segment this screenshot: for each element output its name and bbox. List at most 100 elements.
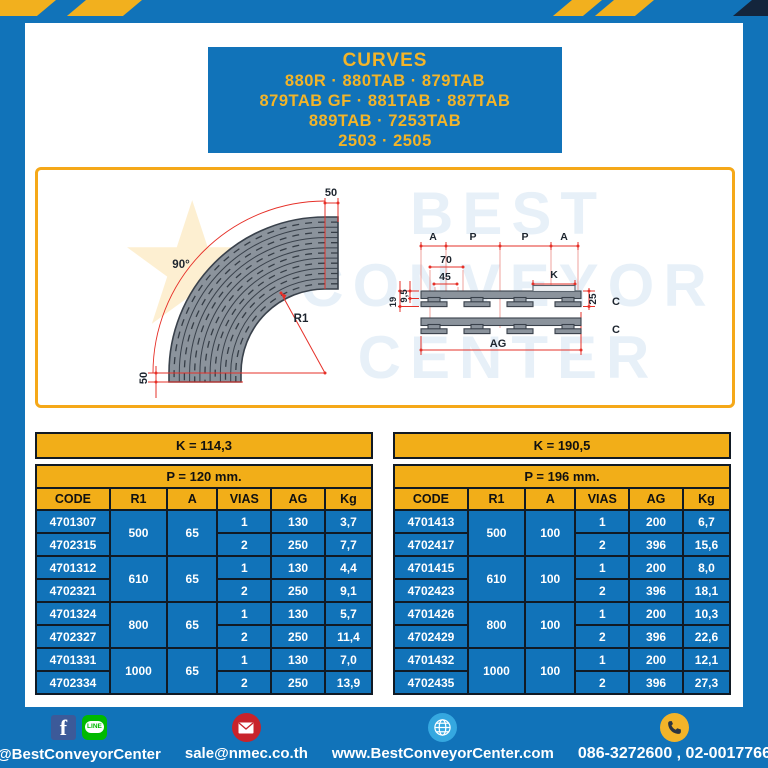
kg-cell: 22,6 (681, 624, 732, 649)
code-cell: 4701307 (35, 509, 111, 534)
hazard-stripe (594, 0, 654, 16)
technical-drawing: 50 50 90° R1 (138, 187, 620, 398)
ag-cell: 250 (270, 578, 326, 603)
vias-cell: 1 (216, 555, 273, 580)
dim-marker (323, 201, 327, 205)
lane-line (230, 278, 338, 382)
dim-label-70: 70 (440, 254, 452, 266)
tab-foot (506, 328, 534, 335)
code-cell: 4701312 (35, 555, 111, 580)
ag-cell: 396 (628, 532, 684, 557)
col-r1: R1 (108, 487, 169, 511)
lane-dash-line (214, 262, 338, 382)
code-cell: 4702417 (393, 532, 469, 557)
vias-cell: 2 (574, 578, 631, 603)
a-cell: 100 (524, 555, 577, 603)
globe-icon[interactable] (428, 713, 458, 742)
ag-cell: 130 (270, 647, 326, 672)
phone-numbers[interactable]: 086-3272600 , 02-0017766 (577, 744, 768, 762)
table-row: 4701426 800 100 1 200 10,3 (393, 601, 732, 649)
k-header: K = 190,5 (393, 432, 731, 459)
mail-icon[interactable] (231, 713, 261, 742)
code-cell: 4702327 (35, 624, 111, 649)
ag-cell: 250 (270, 532, 326, 557)
code-cell: 4701324 (35, 601, 111, 626)
code-cell: 4702423 (393, 578, 469, 603)
website-section[interactable]: www.BestConveyorCenter.com (332, 713, 554, 762)
vias-cell: 2 (574, 624, 631, 649)
watermark-line: BEST (409, 180, 607, 247)
watermark-text: BEST CONVEYOR CENTER (278, 178, 732, 394)
a-cell: 65 (166, 509, 219, 557)
email-section[interactable]: sale@nmec.co.th (185, 713, 308, 762)
vias-cell: 1 (216, 601, 273, 626)
kg-cell: 9,1 (323, 578, 374, 603)
col-r1: R1 (466, 487, 527, 511)
spec-table-k114: K = 114,3 P = 120 mm. CODE R1 A VIAS AG … (35, 432, 374, 695)
watermark-line: CONVEYOR (300, 252, 716, 319)
r1-cell: 500 (108, 509, 169, 557)
kg-cell: 11,4 (323, 624, 374, 649)
ag-cell: 396 (628, 624, 684, 649)
lane-line (199, 247, 338, 382)
col-code: CODE (393, 487, 469, 511)
r1-cell: 800 (108, 601, 169, 649)
vias-cell: 2 (574, 670, 631, 695)
lane-dash-line (183, 231, 338, 382)
kg-cell: 12,1 (681, 647, 732, 672)
ag-cell: 250 (270, 624, 326, 649)
code-cell: 4701331 (35, 647, 111, 672)
title-models-line: 879TAB GF · 881TAB · 887TAB (259, 91, 511, 110)
lane-dash-line (204, 252, 338, 382)
table-row: 4701432 1000 100 1 200 12,1 (393, 647, 732, 695)
code-cell: 4702315 (35, 532, 111, 557)
email-address[interactable]: sale@nmec.co.th (184, 745, 308, 762)
line-icon[interactable]: LINE (81, 715, 107, 740)
kg-cell: 3,7 (323, 509, 374, 534)
ag-cell: 130 (270, 509, 326, 534)
lane-dash-line (173, 221, 338, 382)
code-cell: 4702435 (393, 670, 469, 695)
column-header-row: CODE R1 A VIAS AG Kg (35, 487, 374, 511)
kg-cell: 8,0 (681, 555, 732, 580)
kg-cell: 6,7 (681, 509, 732, 534)
profile-top-bar (420, 284, 582, 308)
lane-line (219, 267, 338, 382)
ag-cell: 396 (628, 670, 684, 695)
a-cell: 65 (166, 601, 219, 649)
k-header: K = 114,3 (35, 432, 373, 459)
column-header-row: CODE R1 A VIAS AG Kg (393, 487, 732, 511)
lane-dash-line (235, 283, 338, 382)
code-cell: 4702321 (35, 578, 111, 603)
social-handle[interactable]: @BestConveyorCenter (0, 745, 161, 763)
hazard-stripe (66, 0, 142, 16)
code-cell: 4701413 (393, 509, 469, 534)
vias-cell: 2 (574, 532, 631, 557)
title-box: CURVES 880R · 880TAB · 879TAB 879TAB GF … (208, 47, 562, 153)
code-cell: 4702334 (35, 670, 111, 695)
dimension-end-markers (154, 201, 591, 384)
phone-section[interactable]: 086-3272600 , 02-0017766 (577, 712, 768, 763)
tab-foot (463, 328, 491, 335)
title-models-line: 880R · 880TAB · 879TAB (284, 71, 486, 90)
dim-label-50-bottom: 50 (138, 372, 150, 384)
phone-icon[interactable] (659, 712, 689, 742)
r1-cell: 610 (108, 555, 169, 603)
kg-cell: 10,3 (681, 601, 732, 626)
tab-foot (506, 301, 534, 308)
code-cell: 4701415 (393, 555, 469, 580)
table-row: 4701307 500 65 1 130 3,7 (35, 509, 374, 557)
website-url[interactable]: www.BestConveyorCenter.com (331, 745, 554, 762)
social-section[interactable]: f LINE @BestConveyorCenter (0, 713, 161, 763)
a-cell: 100 (524, 601, 577, 649)
hazard-stripe (552, 0, 602, 16)
lane-line (209, 257, 338, 382)
watermark-line: CENTER (357, 324, 659, 391)
facebook-icon[interactable]: f (50, 715, 76, 740)
table-row: 4702334 2 250 13,9 (35, 670, 374, 695)
content-sheet: CURVES 880R · 880TAB · 879TAB 879TAB GF … (25, 23, 743, 707)
kg-cell: 5,7 (323, 601, 374, 626)
col-ag: AG (270, 487, 326, 511)
spec-table-k190: K = 190,5 P = 196 mm. CODE R1 A VIAS AG … (393, 432, 732, 695)
tab-foot (420, 328, 448, 335)
